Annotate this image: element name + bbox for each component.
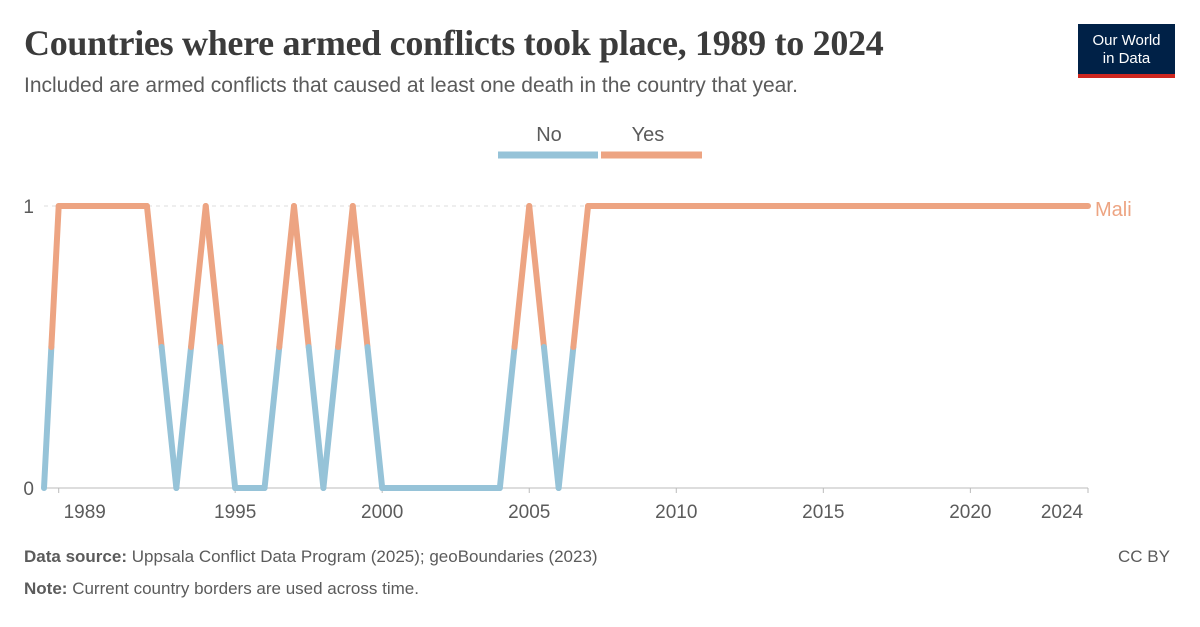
license-link[interactable]: CC BY xyxy=(1118,547,1170,566)
series-segment xyxy=(349,203,371,350)
x-tick-label: 2020 xyxy=(949,502,991,523)
series-segment xyxy=(555,344,577,491)
series-segment xyxy=(48,203,62,350)
x-tick-label: 2015 xyxy=(802,502,844,523)
series-segment xyxy=(143,203,165,350)
logo-line-2: in Data xyxy=(1102,50,1151,67)
series-segment xyxy=(540,344,562,491)
series-segment xyxy=(41,344,55,491)
series-segment xyxy=(217,344,239,491)
series-segment xyxy=(305,344,327,491)
data-source-label: Data source: xyxy=(24,547,127,566)
x-tick-label: 2024 xyxy=(1041,502,1084,523)
x-tick-label: 1989 xyxy=(64,502,106,523)
series-segment xyxy=(511,203,533,350)
chart-subtitle: Included are armed conflicts that caused… xyxy=(24,74,798,97)
x-tick-label: 2000 xyxy=(361,502,403,523)
note: Note: Current country borders are used a… xyxy=(24,579,419,599)
x-tick-label: 2005 xyxy=(508,502,550,523)
data-source-text: Uppsala Conflict Data Program (2025); ge… xyxy=(131,547,598,566)
chart-title: Countries where armed conflicts took pla… xyxy=(24,23,884,63)
series-label-mali: Mali xyxy=(1095,199,1132,221)
y-tick-label: 0 xyxy=(23,479,34,500)
y-tick-label: 1 xyxy=(23,197,34,218)
series-segment xyxy=(188,203,209,350)
data-source: Data source: Uppsala Conflict Data Progr… xyxy=(24,547,598,567)
legend-label-yes: Yes xyxy=(632,124,665,146)
series-segment xyxy=(496,344,518,491)
series-segment xyxy=(158,344,180,491)
logo-line-1: Our World xyxy=(1092,32,1161,49)
series-segment xyxy=(320,344,342,491)
series-segment xyxy=(526,203,547,350)
legend-label-no: No xyxy=(536,124,562,146)
series-segment xyxy=(290,203,312,350)
series-segment xyxy=(261,344,283,491)
note-text: Current country borders are used across … xyxy=(72,579,419,598)
series-segment xyxy=(202,203,224,350)
series-segment xyxy=(364,344,386,491)
series-segment xyxy=(173,344,195,491)
series-segment xyxy=(276,203,297,350)
series-segment xyxy=(570,203,592,350)
x-tick-label: 1995 xyxy=(214,502,256,523)
x-tick-label: 2010 xyxy=(655,502,697,523)
owid-logo[interactable]: Our World in Data xyxy=(1078,24,1175,78)
series-segment xyxy=(335,203,356,350)
note-label: Note: xyxy=(24,579,68,598)
